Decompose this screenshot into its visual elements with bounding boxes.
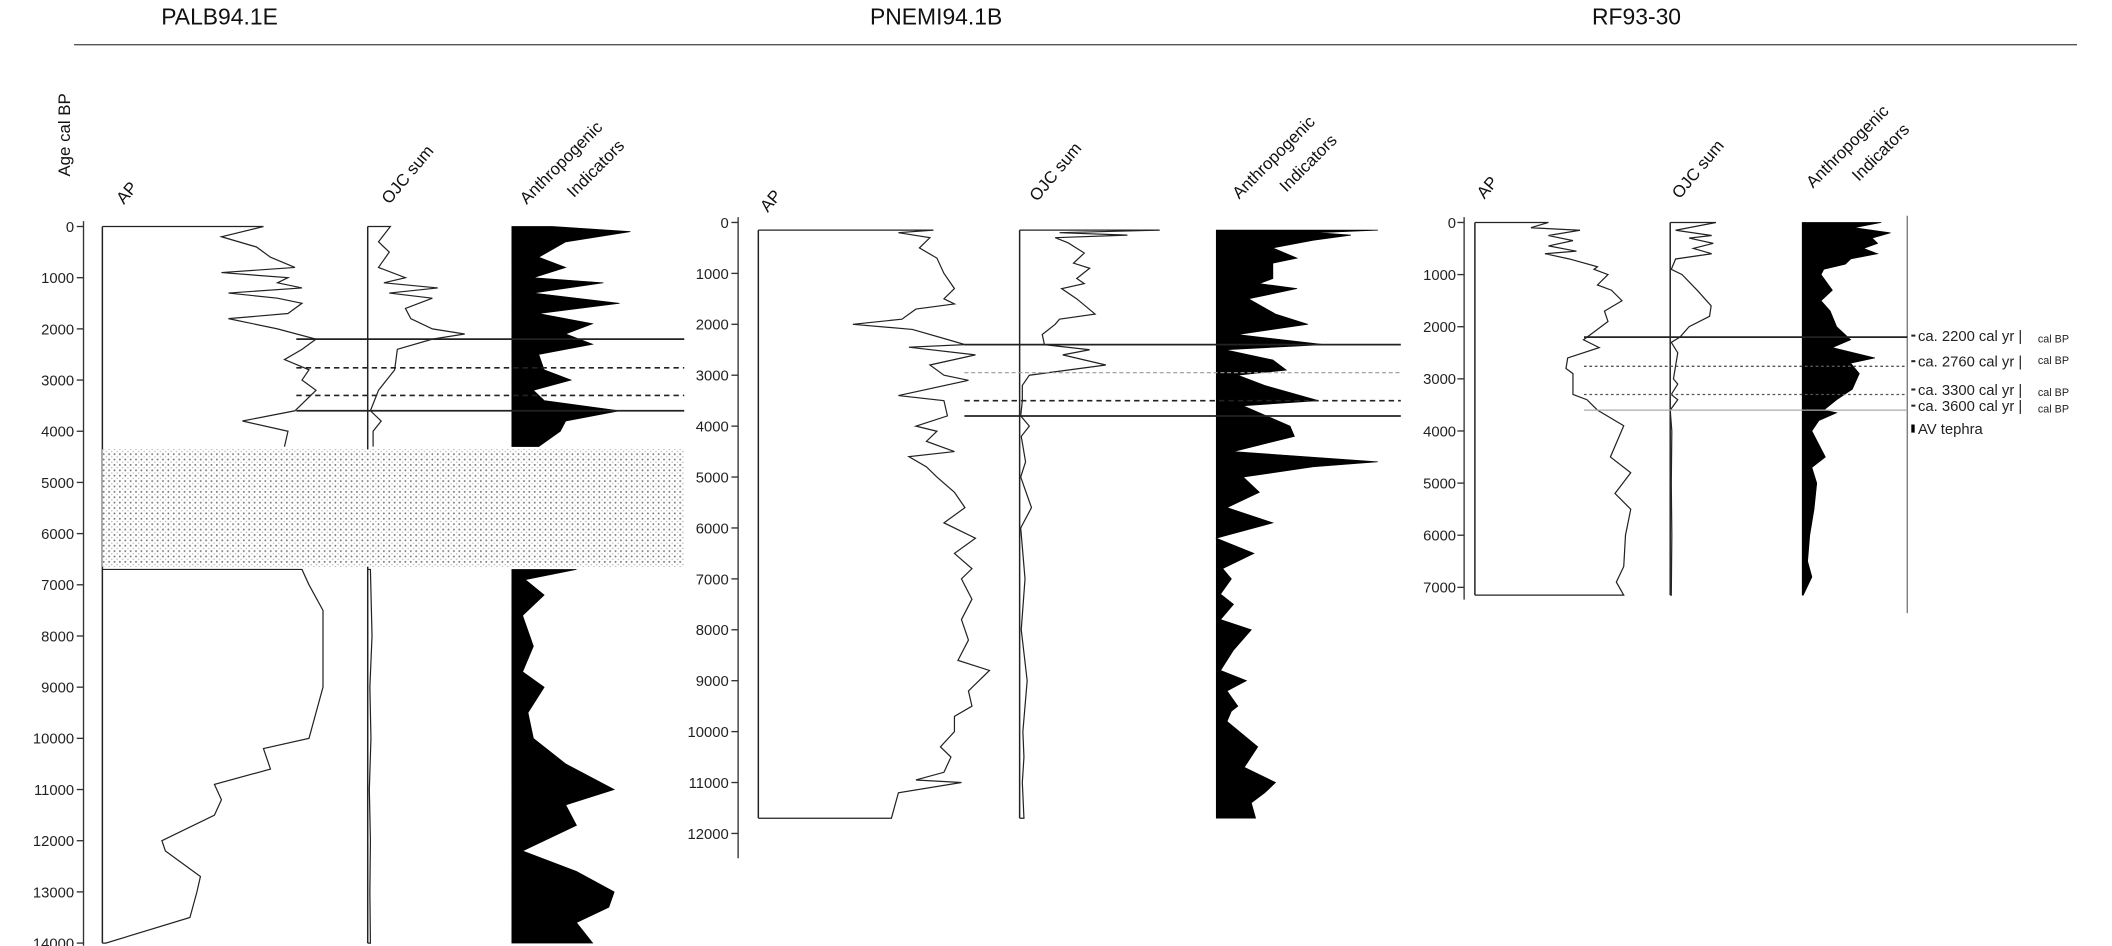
core-title-pnemi: PNEMI94.1B xyxy=(870,3,1002,29)
y-tick-label: 9000 xyxy=(696,674,729,690)
y-tick-label: 4000 xyxy=(41,425,74,441)
y-tick-label: 1000 xyxy=(1423,268,1456,284)
hiatus-band xyxy=(102,449,685,567)
y-tick-label: 1000 xyxy=(41,271,74,287)
y-tick-label: 3000 xyxy=(696,369,729,385)
y-tick-label: 3000 xyxy=(1423,372,1456,388)
header-ojc-rf: OJC sum xyxy=(1668,136,1728,202)
legend-unit: cal BP xyxy=(2038,387,2069,399)
y-tick-label: 5000 xyxy=(41,476,74,492)
y-tick-label: 2000 xyxy=(696,318,729,334)
y-tick-label: 13000 xyxy=(33,885,74,901)
ojc-curve-palb xyxy=(367,225,465,447)
y-tick-label: 2000 xyxy=(1423,320,1456,336)
y-tick-label: 4000 xyxy=(696,420,729,436)
header-ap-palb: AP xyxy=(112,178,141,207)
y-tick-label: 12000 xyxy=(33,834,74,850)
y-tick-label: 6000 xyxy=(696,521,729,537)
header-ojc-pnemi: OJC sum xyxy=(1026,139,1086,205)
y-tick-label: 12000 xyxy=(688,827,729,843)
y-tick-label: 11000 xyxy=(34,783,74,799)
y-tick-label: 6000 xyxy=(1423,529,1456,545)
legend-label-3600: ca. 3600 cal yr | xyxy=(1918,399,2022,415)
y-tick-label: 8000 xyxy=(41,629,74,645)
core-title-palb: PALB94.1E xyxy=(161,3,278,29)
ap-curve-palb xyxy=(102,225,318,447)
header-ap-pnemi: AP xyxy=(756,186,785,215)
y-tick-label: 2000 xyxy=(41,322,74,338)
anthro-curve-palb xyxy=(511,569,616,944)
y-tick-label: 11000 xyxy=(689,776,729,792)
plot-area: 0 1000 2000 3000 4000 5000 6000 7000 8000 9000 100… xyxy=(33,215,2069,946)
ojc-curve-pnemi xyxy=(1019,229,1160,819)
y-tick-label: 0 xyxy=(1448,216,1456,232)
core-title-rf: RF93-30 xyxy=(1592,3,1681,29)
tephra-label: AV tephra xyxy=(1918,422,1983,438)
anthro-curve-rf xyxy=(1801,222,1891,596)
y-tick-label: 0 xyxy=(720,216,728,232)
header-ap-rf: AP xyxy=(1473,173,1502,202)
y-axis-label: Age cal BP xyxy=(55,93,74,176)
anthro-curve-palb xyxy=(511,226,631,447)
y-tick-label: 6000 xyxy=(41,527,74,543)
ojc-curve-palb xyxy=(367,568,373,944)
ap-curve-pnemi xyxy=(758,229,991,819)
y-tick-label: 5000 xyxy=(696,470,729,486)
y-tick-label: 7000 xyxy=(696,572,729,588)
y-tick-label: 7000 xyxy=(41,578,74,594)
y-tick-label: 8000 xyxy=(696,623,729,639)
y-tick-label: 10000 xyxy=(33,732,74,748)
y-tick-label: 0 xyxy=(66,220,74,236)
tephra-marker-icon xyxy=(1911,424,1915,433)
y-tick-label: 10000 xyxy=(688,725,729,741)
y-tick-label: 9000 xyxy=(41,681,74,697)
ap-curve-rf xyxy=(1474,221,1632,596)
y-tick-label: 14000 xyxy=(33,936,74,946)
legend-label-2200: ca. 2200 cal yr | xyxy=(1918,329,2022,345)
ojc-curve-rf xyxy=(1669,221,1717,596)
header-ojc-palb: OJC sum xyxy=(378,142,438,208)
y-tick-label: 4000 xyxy=(1423,424,1456,440)
anthro-curve-pnemi xyxy=(1215,229,1378,819)
legend-label-3300: ca. 3300 cal yr | xyxy=(1918,383,2022,399)
legend-label-2760: ca. 2760 cal yr | xyxy=(1918,355,2022,371)
y-tick-label: 1000 xyxy=(696,267,729,283)
y-tick-label: 3000 xyxy=(41,373,74,389)
legend-unit: cal BP xyxy=(2038,355,2069,367)
y-tick-label: 7000 xyxy=(1423,581,1456,597)
y-tick-label: 5000 xyxy=(1423,476,1456,492)
legend-unit: cal BP xyxy=(2038,333,2069,345)
legend-unit: cal BP xyxy=(2038,403,2069,415)
ap-curve-palb xyxy=(102,568,324,944)
